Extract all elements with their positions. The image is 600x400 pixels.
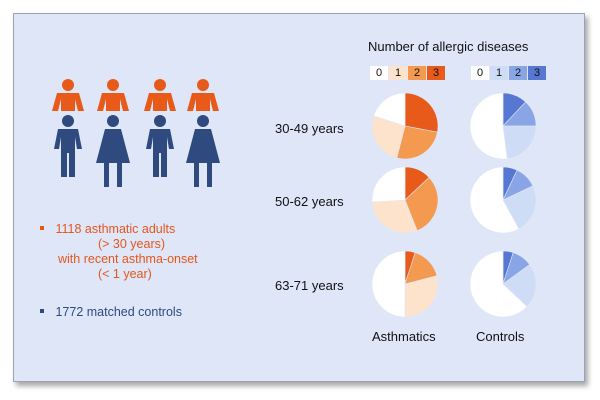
person-icon-blue-female-4: [186, 115, 220, 187]
controls-key-0: 0: [471, 66, 489, 80]
person-icon-orange-2: [97, 79, 129, 111]
person-icon-orange-3: [144, 79, 176, 111]
asthma-line-1: 1118 asthmatic adults: [55, 222, 176, 236]
person-icon-blue-female-2: [96, 115, 130, 187]
person-icon-blue-male-1: [54, 115, 82, 177]
row-label-30-49: 30-49 years: [275, 121, 344, 136]
asthmatics-key-1: 1: [389, 66, 407, 80]
asthmatics-bullet: 1118 asthmatic adults (> 30 years) with …: [40, 222, 198, 282]
row-label-50-62: 50-62 years: [275, 194, 344, 209]
person-icon-orange-1: [52, 79, 84, 111]
people-illustration: [52, 79, 220, 187]
controls-line: 1772 matched controls: [55, 305, 182, 319]
person-icon-blue-male-3: [146, 115, 174, 177]
asthmatics-key-0: 0: [370, 66, 388, 80]
bullet-square-blue: [40, 308, 44, 313]
chart-title: Number of allergic diseases: [368, 39, 529, 54]
control-people-group: [54, 115, 220, 187]
controls-bullet: 1772 matched controls: [40, 305, 182, 320]
asthmatics-key-3: 3: [427, 66, 445, 80]
column-label-asthmatics: Asthmatics: [372, 329, 436, 344]
controls-key-3: 3: [528, 66, 546, 80]
controls-key-1: 1: [490, 66, 508, 80]
asthma-line-4: (< 1 year): [98, 267, 152, 281]
asthma-line-3: with recent asthma-onset: [58, 252, 198, 266]
asthmatics-key-2: 2: [408, 66, 426, 80]
person-icon-orange-4: [187, 79, 219, 111]
column-label-controls: Controls: [476, 329, 525, 344]
asthmatic-people-group: [52, 79, 219, 111]
bullet-square-orange: [40, 225, 44, 230]
row-label-63-71: 63-71 years: [275, 278, 344, 293]
controls-key-2: 2: [509, 66, 527, 80]
asthma-line-2: (> 30 years): [98, 237, 166, 251]
